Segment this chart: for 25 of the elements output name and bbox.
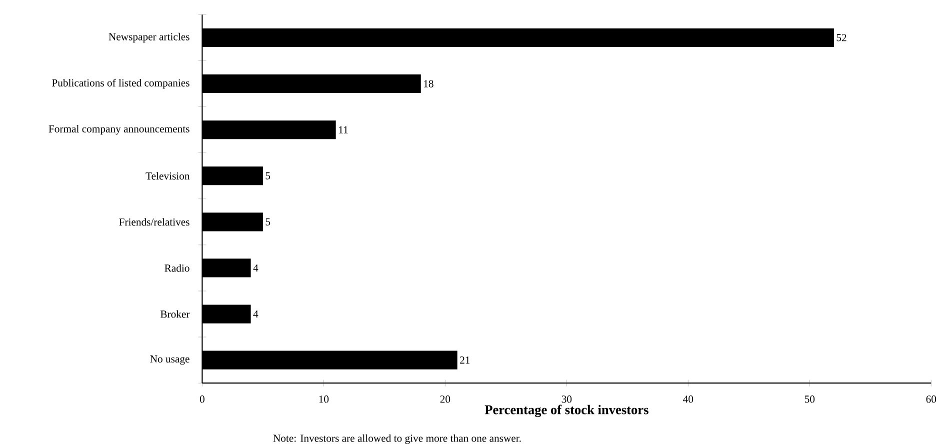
x-tick-label: 10 — [319, 396, 329, 403]
x-axis-title: Percentage of stock investors — [484, 404, 648, 418]
y-tick-label: Radio — [164, 264, 190, 272]
y-tick-label: Broker — [160, 310, 190, 318]
data-label: 18 — [424, 80, 434, 88]
data-label: 5 — [266, 172, 270, 180]
x-tick-label: 20 — [440, 396, 450, 403]
data-label: 21 — [460, 356, 470, 364]
data-label: 4 — [253, 310, 258, 318]
y-tick-label: Friends/relatives — [119, 218, 190, 226]
data-label: 11 — [339, 126, 348, 134]
y-tick-label: Publications of listed companies — [52, 78, 190, 89]
x-tick-label: 50 — [804, 396, 815, 403]
x-tick-label: 60 — [926, 396, 936, 403]
y-tick-label: No usage — [150, 355, 190, 365]
y-tick-label: Formal company announcements — [48, 124, 190, 135]
x-tick-label: 30 — [562, 396, 572, 403]
y-tick-label: Newspaper articles — [108, 32, 190, 43]
data-label: 4 — [253, 264, 258, 272]
text: Note: Investors are allowed to give more than one answer. — [273, 434, 521, 444]
y-tick-label: Television — [146, 172, 190, 180]
data-label: 5 — [266, 218, 270, 226]
x-tick-label: 0 — [200, 396, 204, 403]
data-label: 52 — [836, 34, 846, 42]
x-tick-label: 40 — [683, 396, 694, 403]
